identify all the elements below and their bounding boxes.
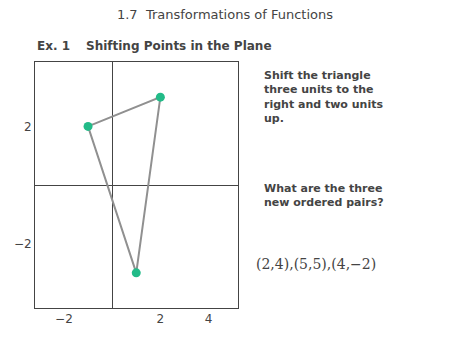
svg-text:2: 2	[157, 312, 165, 326]
svg-text:(2,4),(5,5),(4,−2): (2,4),(5,5),(4,−2)	[256, 256, 376, 272]
svg-text:−2: −2	[14, 237, 32, 251]
svg-text:−2: −2	[55, 312, 73, 326]
svg-text:Ex. 1: Ex. 1	[37, 39, 70, 53]
svg-text:What are the threenew ordered: What are the threenew ordered pairs?	[264, 182, 384, 209]
svg-text:4: 4	[205, 312, 213, 326]
svg-text:Shift the trianglethree units: Shift the trianglethree units to therigh…	[264, 69, 383, 125]
svg-text:Shifting Points in the Plane: Shifting Points in the Plane	[86, 39, 272, 53]
svg-text:1.7 Transformations of Functi: 1.7 Transformations of Functions	[117, 7, 333, 22]
svg-text:2: 2	[24, 120, 32, 134]
